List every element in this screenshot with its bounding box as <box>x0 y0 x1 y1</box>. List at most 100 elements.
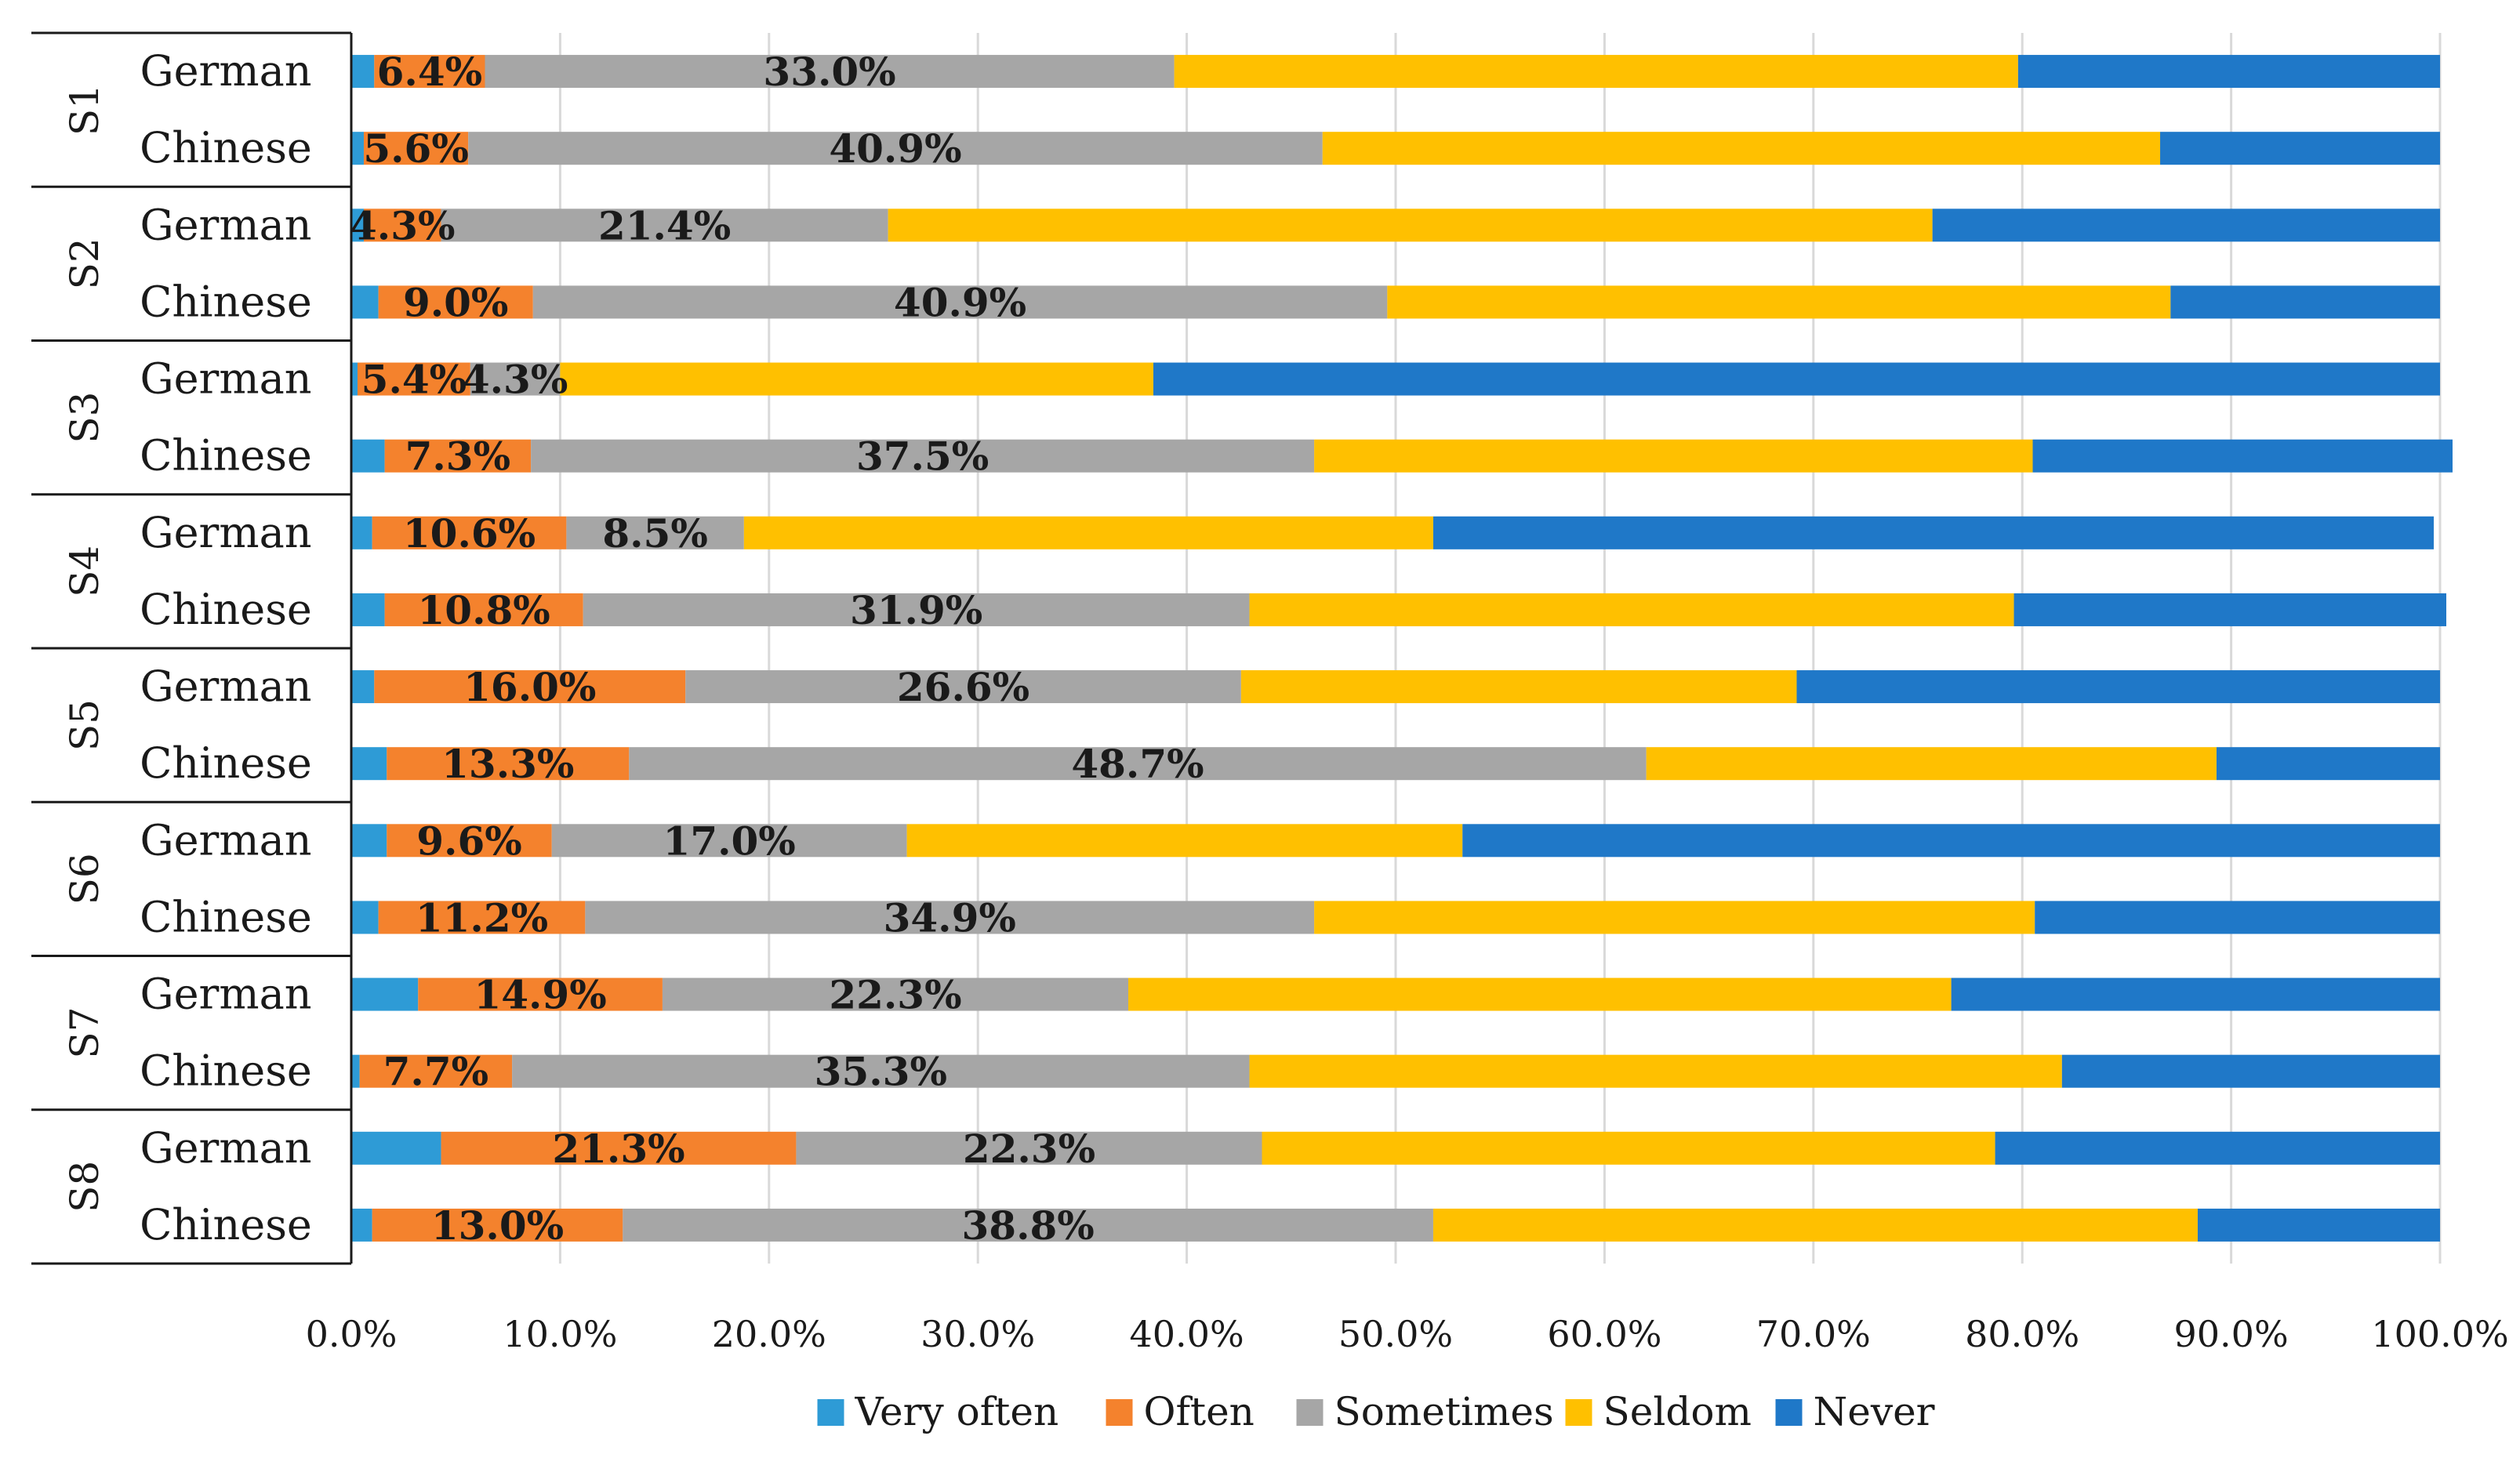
group-label-s2: S2 <box>62 238 107 289</box>
bar-s3-german-very-often <box>351 362 358 396</box>
row-label: Chinese <box>140 738 312 788</box>
data-label-sometimes: 40.9% <box>894 279 1026 325</box>
bar-s3-german-seldom <box>560 362 1153 396</box>
bar-s6-chinese-very-often <box>351 901 379 934</box>
bar-s8-german-never <box>1995 1131 2440 1165</box>
data-label-sometimes: 22.3% <box>829 972 961 1018</box>
bar-s3-german-never <box>1153 362 2440 396</box>
data-label-often: 14.9% <box>474 972 606 1018</box>
bar-s1-german-seldom <box>1174 55 2018 89</box>
data-label-often: 4.3% <box>350 202 456 248</box>
legend-swatch-often <box>1106 1399 1133 1426</box>
legend-swatch-sometimes <box>1296 1399 1324 1426</box>
row-label: Chinese <box>140 892 312 941</box>
data-label-sometimes: 8.5% <box>602 510 708 557</box>
x-tick-label: 100.0% <box>2371 1313 2508 1355</box>
bar-s3-german-sometimes <box>470 362 561 396</box>
row-label: German <box>140 970 311 1019</box>
data-label-sometimes: 31.9% <box>850 587 982 633</box>
row-label: German <box>140 508 311 557</box>
bar-s5-chinese-very-often <box>351 747 387 781</box>
bar-s4-german-sometimes <box>566 516 744 549</box>
row-label: German <box>140 200 311 249</box>
bar-s1-german-very-often <box>351 55 375 89</box>
group-label-s7: S7 <box>62 1007 107 1059</box>
row-label: Chinese <box>140 585 312 634</box>
group-label-s4: S4 <box>62 546 107 597</box>
data-label-sometimes: 34.9% <box>884 894 1016 941</box>
row-label: Chinese <box>140 1200 312 1249</box>
x-tick-label: 80.0% <box>1965 1313 2079 1355</box>
axes: German Chinese German Chinese German Chinese G… <box>31 31 2509 1355</box>
x-tick-label: 90.0% <box>2174 1313 2289 1355</box>
x-tick-label: 50.0% <box>1338 1313 1453 1355</box>
row-label: German <box>140 354 311 404</box>
bar-s1-german-often <box>374 55 485 89</box>
bar-s2-chinese-never <box>2170 285 2440 319</box>
bar-s1-chinese-sometimes <box>468 132 1323 165</box>
bar-s6-german-very-often <box>351 824 387 858</box>
data-label-sometimes: 17.0% <box>663 818 796 864</box>
bar-s1-chinese-seldom <box>1322 132 2161 165</box>
bar-s6-chinese-seldom <box>1314 901 2035 934</box>
bar-s3-chinese-often <box>384 439 532 473</box>
bar-s8-german-sometimes <box>796 1131 1262 1165</box>
data-label-sometimes: 37.5% <box>856 433 989 480</box>
bar-s1-chinese-often <box>363 132 469 165</box>
bar-s3-chinese-never <box>2032 439 2453 473</box>
legend-swatch-never <box>1775 1399 1803 1426</box>
bar-s5-german-never <box>1796 670 2440 704</box>
bar-s4-german-never <box>1432 516 2435 549</box>
bar-s8-chinese-often <box>372 1208 623 1242</box>
bar-s5-german-seldom <box>1240 670 1797 704</box>
bar-s7-chinese-very-often <box>351 1054 360 1088</box>
data-label-sometimes: 35.3% <box>815 1049 947 1095</box>
group-label-s5: S5 <box>62 699 107 751</box>
bar-s2-german-often <box>363 209 441 242</box>
bar-s2-german-seldom <box>888 209 1933 242</box>
legend-label-never: Never <box>1814 1389 1935 1434</box>
data-labels: 6.4% 33.0% 5.6% 40.9% 4.3% 21.4% 9.0% 40.9% 5.4%… <box>350 49 1204 1249</box>
row-label: Chinese <box>140 431 312 480</box>
row-label: German <box>140 815 311 865</box>
data-label-often: 10.6% <box>403 510 536 557</box>
legend-label-seldom: Seldom <box>1603 1389 1752 1434</box>
group-label-s6: S6 <box>62 853 107 905</box>
bar-s7-german-often <box>418 977 663 1011</box>
legend-label-often: Often <box>1144 1389 1255 1434</box>
bar-s5-chinese-seldom <box>1646 747 2217 781</box>
data-label-sometimes: 21.4% <box>598 202 731 248</box>
bar-s2-german-very-often <box>351 209 364 242</box>
data-label-sometimes: 38.8% <box>961 1202 1094 1249</box>
data-label-often: 11.2% <box>416 894 548 941</box>
bar-s2-chinese-often <box>378 285 533 319</box>
bar-s4-chinese-seldom <box>1249 593 2014 626</box>
bar-s8-german-seldom <box>1262 1131 1995 1165</box>
row-label: German <box>140 662 311 711</box>
bar-s3-chinese-seldom <box>1314 439 2033 473</box>
bar-s1-german-sometimes <box>485 55 1175 89</box>
row-label: German <box>140 46 311 96</box>
data-label-often: 6.4% <box>377 49 483 95</box>
bar-s2-german-sometimes <box>441 209 888 242</box>
bar-s7-chinese-often <box>359 1054 513 1088</box>
bar-s4-chinese-often <box>384 593 583 626</box>
bar-s7-chinese-never <box>2061 1054 2440 1088</box>
data-label-often: 16.0% <box>463 664 596 710</box>
bars <box>351 55 2453 1242</box>
x-tick-label: 40.0% <box>1130 1313 1244 1355</box>
x-tick-label: 70.0% <box>1756 1313 1871 1355</box>
bar-s7-german-sometimes <box>662 977 1129 1011</box>
bar-s8-german-very-often <box>351 1131 441 1165</box>
data-label-often: 5.4% <box>361 357 467 403</box>
bar-s6-chinese-sometimes <box>585 901 1315 934</box>
data-label-sometimes: 33.0% <box>763 49 895 95</box>
bar-s8-chinese-sometimes <box>623 1208 1433 1242</box>
data-label-often: 7.7% <box>383 1049 489 1095</box>
bar-s5-chinese-often <box>387 747 630 781</box>
data-label-often: 10.8% <box>418 587 550 633</box>
bar-s6-chinese-often <box>378 901 586 934</box>
row-label: German <box>140 1123 311 1173</box>
bar-s3-chinese-very-often <box>351 439 385 473</box>
